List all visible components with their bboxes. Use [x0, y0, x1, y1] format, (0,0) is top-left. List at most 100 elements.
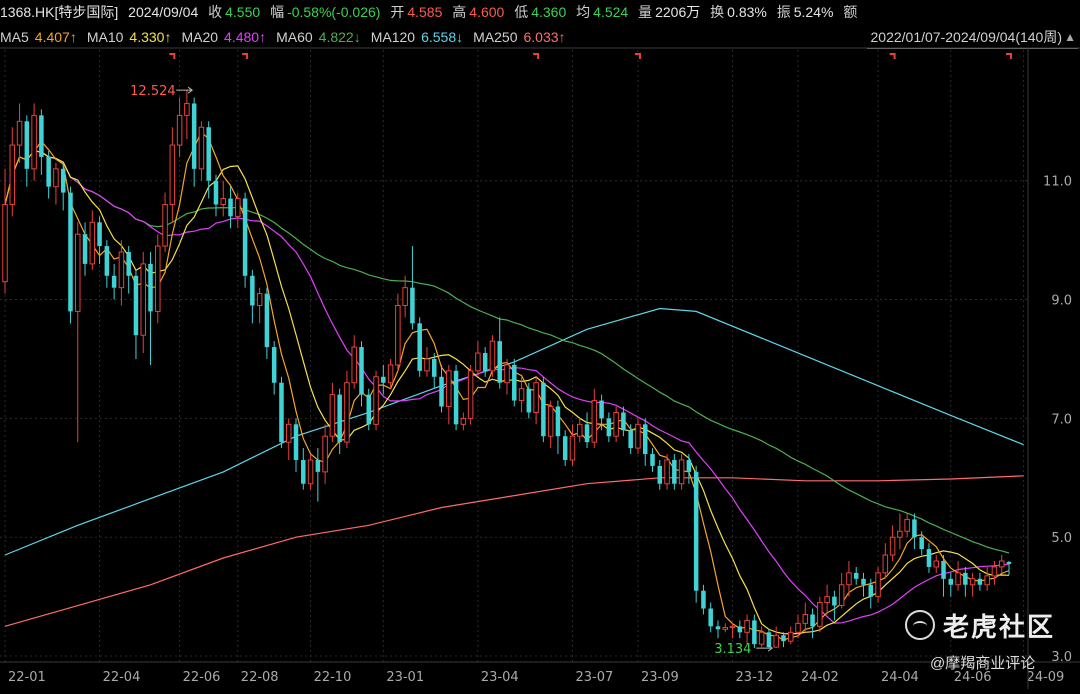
tiger-logo-icon	[905, 610, 935, 640]
candle-body	[686, 459, 692, 472]
candle-body	[220, 198, 227, 205]
candle-body	[817, 602, 823, 627]
candle-body	[562, 436, 568, 460]
ma-legend-value-ma5: 4.407↑	[34, 29, 77, 45]
candle-body	[621, 412, 626, 431]
candle-body	[250, 275, 255, 306]
candle-body	[715, 626, 721, 630]
candle-body	[722, 627, 729, 630]
candle-body	[758, 631, 765, 645]
candle-body	[752, 620, 757, 645]
x-tick-label: 24-02	[801, 670, 839, 685]
candle-body	[526, 388, 532, 413]
candle-body	[963, 572, 968, 585]
candle-body	[991, 566, 998, 577]
low-value: 4.360	[531, 4, 567, 20]
candle-body	[39, 115, 44, 157]
candle-body	[533, 382, 539, 413]
candle-body	[118, 251, 125, 289]
candle-body	[162, 203, 168, 247]
candle-body	[810, 614, 815, 627]
x-tick-label: 22-08	[241, 670, 279, 685]
candle-body	[708, 608, 713, 627]
candle-body	[74, 233, 81, 312]
candle-body	[387, 364, 394, 384]
candle-body	[584, 424, 590, 443]
candle-body	[497, 341, 502, 383]
candle-body	[904, 518, 910, 532]
candle-body	[329, 394, 336, 437]
candle-body	[897, 530, 903, 538]
event-marker-icon	[533, 53, 540, 59]
candle-body	[169, 144, 176, 205]
candle-body	[955, 572, 961, 586]
stock-code[interactable]: 1368.HK[特步国际]	[0, 4, 119, 20]
ma120-line	[4, 307, 1024, 556]
amount-label: 额	[843, 4, 858, 20]
avg-label: 均	[576, 4, 591, 20]
candle-body	[802, 613, 809, 624]
event-marker-icon	[1006, 53, 1012, 59]
y-tick-label: 7.0	[1051, 412, 1072, 427]
change-label: 幅	[270, 4, 285, 20]
high-label: 高	[452, 4, 467, 20]
candle-body	[460, 417, 467, 425]
candle-body	[482, 353, 488, 371]
candle-body	[591, 400, 598, 443]
candle-body	[795, 622, 801, 633]
close-value: 4.550	[225, 4, 261, 20]
x-tick-label: 22-04	[103, 670, 141, 685]
x-tick-label: 24-04	[881, 670, 919, 685]
candle-body	[315, 459, 321, 472]
candle-body	[206, 127, 211, 181]
candle-body	[628, 430, 633, 449]
candle-body	[541, 382, 546, 437]
date-range-text: 2022/01/07-2024/09/04(140周)	[870, 29, 1062, 45]
candle-body	[1006, 561, 1012, 564]
candle-body	[24, 121, 30, 169]
candle-body	[446, 370, 452, 408]
turnover-value: 0.83%	[727, 4, 767, 20]
ma-legend-row: MA5 4.407↑ MA10 4.330↑ MA20 4.480↑ MA60 4.822↓ M…	[0, 26, 1080, 48]
x-tick-label: 23-01	[386, 670, 424, 685]
tiger-community-logo: 老虎社区	[905, 607, 1055, 643]
logo-text: 老虎社区	[943, 611, 1056, 642]
ma-legend-value-ma10: 4.330↑	[129, 29, 172, 45]
candle-body	[366, 394, 372, 425]
open-value: 4.585	[407, 4, 443, 20]
candle-body	[53, 168, 59, 188]
ma250-line	[4, 475, 1024, 627]
candle-body	[882, 554, 889, 574]
y-tick-label: 11.0	[1043, 175, 1072, 190]
high-annotation-arrowhead	[187, 86, 193, 94]
event-marker-icon	[889, 53, 896, 59]
candle-body	[998, 560, 1005, 568]
candle-body	[16, 120, 23, 146]
quote-summary-row: 1368.HK[特步国际] 2024/09/04 收 4.550 幅 -0.58%(…	[0, 1, 1080, 23]
collapse-arrow-icon[interactable]: ▲	[1064, 30, 1076, 44]
candle-body	[838, 584, 845, 607]
event-marker-icon	[169, 53, 176, 59]
low-annotation: 3.134	[714, 642, 751, 657]
candle-body	[60, 168, 66, 193]
candle-body	[285, 423, 292, 443]
candle-body	[729, 625, 736, 629]
candle-body	[504, 364, 510, 384]
candle-body	[279, 382, 284, 443]
y-tick-label: 5.0	[1051, 531, 1072, 546]
watermark-text: @摩羯商业评论	[930, 655, 1036, 672]
candle-body	[97, 222, 102, 247]
candle-body	[635, 423, 641, 449]
candle-body	[926, 549, 932, 567]
ma-legend-name-ma120: MA120	[370, 29, 416, 45]
ma-legend-value-ma60: 4.822↓	[318, 29, 361, 45]
candle-body	[672, 459, 677, 484]
candle-body	[337, 394, 342, 443]
candle-body	[933, 560, 940, 568]
low-annotation-arrowhead	[767, 644, 774, 652]
candle-body	[599, 400, 604, 419]
candle-body	[359, 347, 364, 395]
x-tick-label: 24-09	[1027, 670, 1065, 685]
